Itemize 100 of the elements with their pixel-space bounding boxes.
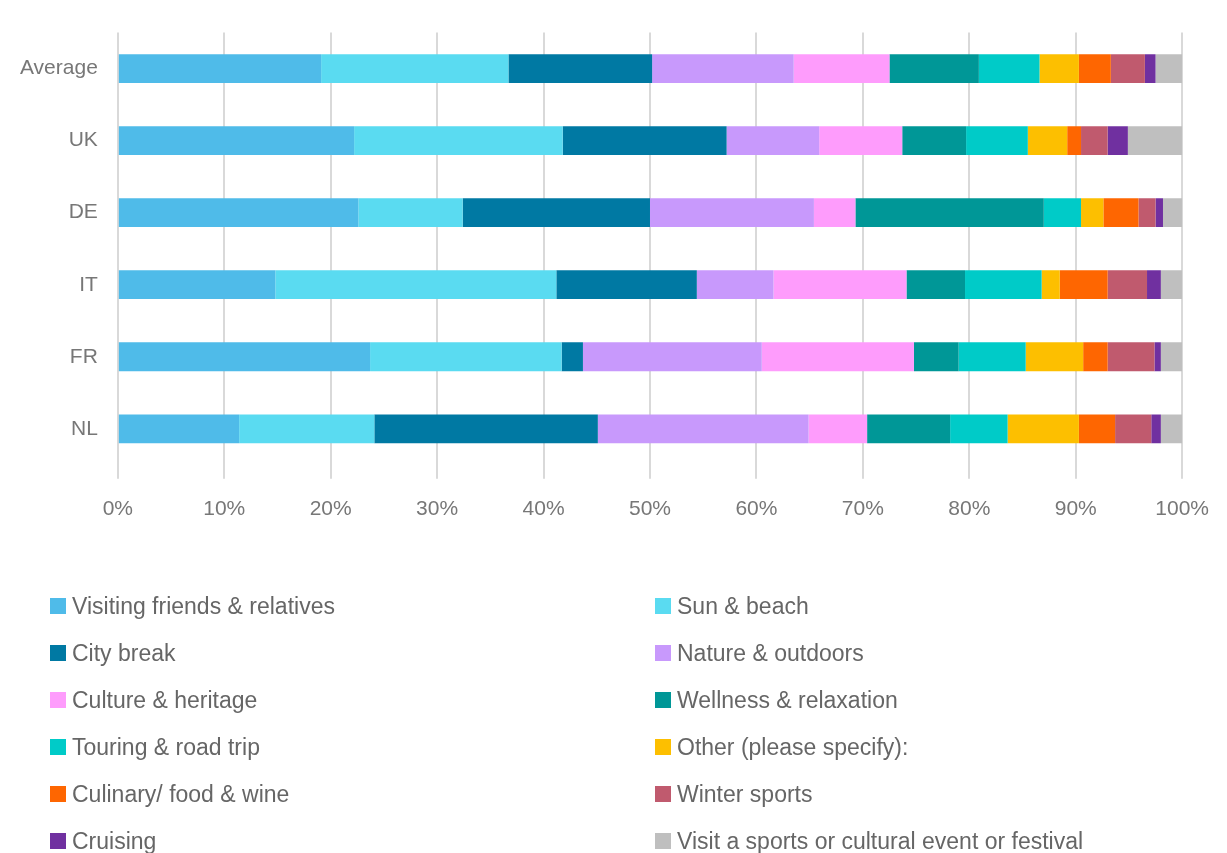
bar (913, 342, 959, 372)
bar (1103, 198, 1139, 228)
bar (1078, 414, 1116, 444)
bar (1078, 54, 1111, 84)
bar (1162, 198, 1183, 228)
bar (1107, 126, 1128, 156)
bar (275, 270, 557, 300)
x-tick-label: 10% (203, 496, 246, 520)
legend-label: Visiting friends & relatives (72, 592, 335, 620)
legend-label: Culture & heritage (72, 686, 258, 714)
bar (370, 342, 562, 372)
bar (374, 414, 598, 444)
bar (118, 342, 371, 372)
y-tick-label: FR (69, 343, 98, 367)
bar (950, 414, 1008, 444)
bar (1059, 270, 1108, 300)
bar (867, 414, 951, 444)
legend-label: Nature & outdoors (677, 639, 864, 667)
bar (1155, 198, 1163, 228)
legend-label: Wellness & relaxation (677, 686, 898, 714)
bar (118, 270, 276, 300)
bar (1025, 342, 1084, 372)
x-tick-label: 20% (309, 496, 352, 520)
bar (1067, 126, 1082, 156)
bar (1144, 54, 1156, 84)
bar (793, 54, 890, 84)
legend-label: City break (72, 639, 176, 667)
bar (562, 126, 727, 156)
bar (1039, 54, 1079, 84)
bar (508, 54, 653, 84)
legend-label: Other (please specify): (677, 733, 909, 761)
bar (773, 270, 907, 300)
bar (958, 342, 1026, 372)
bar (597, 414, 809, 444)
legend-label: Touring & road trip (72, 733, 260, 761)
x-tick-label: 0% (102, 496, 134, 520)
legend-label: Winter sports (677, 780, 813, 808)
bar (1107, 342, 1155, 372)
y-tick-label: UK (68, 127, 98, 151)
legend-label: Cruising (72, 827, 157, 853)
bar (239, 414, 375, 444)
bar (1027, 126, 1068, 156)
bar (1081, 198, 1104, 228)
legend-label: Visit a sports or cultural event or festival (677, 827, 1084, 853)
bar (978, 54, 1040, 84)
bar (118, 414, 240, 444)
bar (966, 126, 1028, 156)
bar (855, 198, 1044, 228)
x-tick-label: 50% (628, 496, 672, 520)
bar (906, 270, 966, 300)
x-tick-label: 40% (522, 496, 565, 520)
bar (118, 126, 355, 156)
bar (813, 198, 856, 228)
bar (726, 126, 820, 156)
bar (321, 54, 509, 84)
bar (819, 126, 903, 156)
bar (696, 270, 774, 300)
bar (1107, 270, 1148, 300)
bar (652, 54, 794, 84)
bar (1007, 414, 1079, 444)
bar (582, 342, 762, 372)
legend-label: Sun & beach (677, 592, 809, 620)
bar (1154, 342, 1161, 372)
bar (1138, 198, 1156, 228)
bar (1041, 270, 1060, 300)
bar (462, 198, 650, 228)
y-tick-label: DE (68, 199, 98, 223)
bar (1151, 414, 1161, 444)
x-tick-label: 30% (416, 496, 459, 520)
x-tick-label: 100% (1155, 496, 1209, 520)
bar (1110, 54, 1145, 84)
bar (1043, 198, 1082, 228)
bar (118, 54, 322, 84)
bar (1147, 270, 1161, 300)
bar (118, 198, 359, 228)
bar (1115, 414, 1152, 444)
bar (649, 198, 814, 228)
bar (1081, 126, 1108, 156)
bar (354, 126, 563, 156)
bar (1155, 54, 1183, 84)
y-tick-label: Average (19, 55, 98, 79)
y-tick-label: NL (70, 415, 98, 439)
bar (1160, 342, 1183, 372)
bar (556, 270, 697, 300)
bar (358, 198, 463, 228)
bar (808, 414, 868, 444)
x-tick-label: 60% (735, 496, 778, 520)
x-tick-label: 80% (948, 496, 991, 520)
bar (561, 342, 583, 372)
x-tick-label: 90% (1054, 496, 1097, 520)
bar (761, 342, 914, 372)
legend-label: Culinary/ food & wine (72, 780, 290, 808)
bar (965, 270, 1042, 300)
bar (1160, 414, 1183, 444)
x-tick-label: 70% (841, 496, 884, 520)
y-tick-label: IT (79, 271, 98, 295)
bar (1083, 342, 1108, 372)
bar (1127, 126, 1183, 156)
bar (889, 54, 979, 84)
bar (902, 126, 967, 156)
